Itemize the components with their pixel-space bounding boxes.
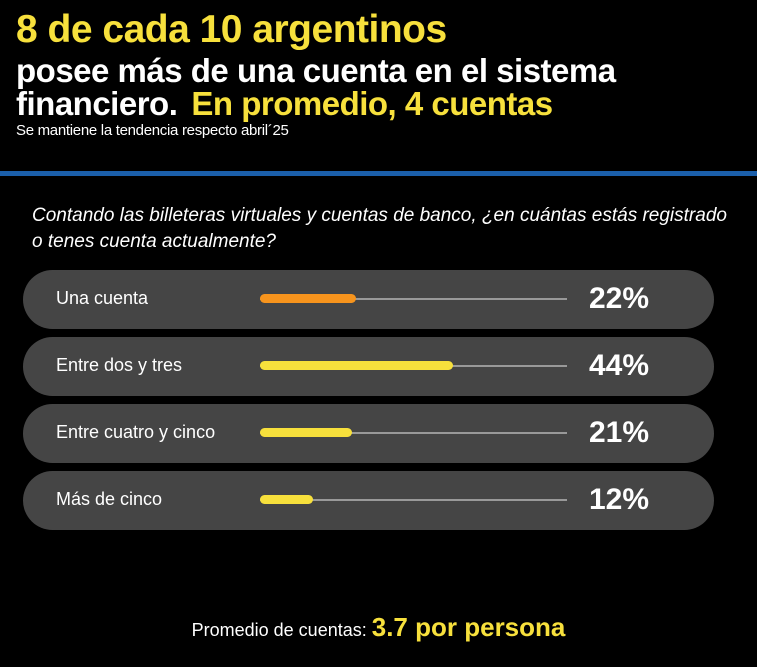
average-footer: Promedio de cuentas: 3.7 por persona (0, 612, 757, 643)
headline: 8 de cada 10 argentinos (16, 8, 447, 51)
bar-row: Una cuenta 22% (23, 270, 714, 329)
subheadline: posee más de una cuenta en el sistema fi… (16, 54, 757, 120)
average-label: Promedio de cuentas: (191, 620, 367, 640)
divider (0, 171, 757, 176)
bar-track (260, 432, 567, 434)
bar-row: Entre cuatro y cinco 21% (23, 404, 714, 463)
bar-fill (260, 428, 353, 437)
bar-row: Más de cinco 12% (23, 471, 714, 530)
bar-fill (260, 361, 453, 370)
bar-fill (260, 495, 313, 504)
average-value: 3.7 por persona (371, 612, 566, 642)
trend-note: Se mantiene la tendencia respecto abril´… (16, 122, 289, 139)
bar-value: 12% (589, 483, 650, 516)
bar-fill (260, 294, 357, 303)
subheadline-white: posee más de una cuenta en el sistema fi… (16, 52, 616, 122)
bar-label: Más de cinco (56, 489, 163, 509)
bar-track (260, 298, 567, 300)
bar-value: 21% (589, 416, 650, 449)
bar-value: 22% (589, 282, 650, 315)
subheadline-highlight: En promedio, 4 cuentas (191, 85, 553, 122)
bar-label: Entre cuatro y cinco (56, 422, 216, 442)
bar-track (260, 499, 567, 501)
bar-label: Entre dos y tres (56, 355, 183, 375)
bar-row: Entre dos y tres 44% (23, 337, 714, 396)
bar-label: Una cuenta (56, 288, 149, 308)
bar-value: 44% (589, 349, 650, 382)
question: Contando las billeteras virtuales y cuen… (32, 205, 727, 252)
